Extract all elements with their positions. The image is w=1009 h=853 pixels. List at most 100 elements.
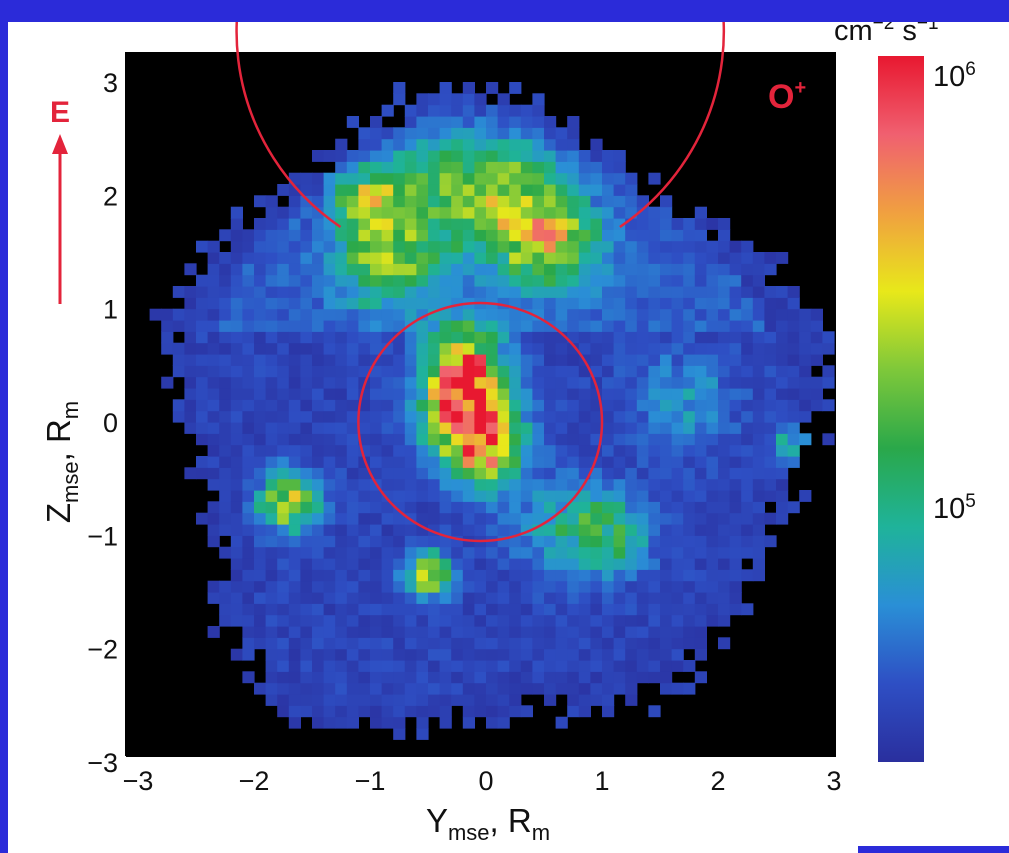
heatmap-cell	[660, 433, 673, 446]
heatmap-cell	[718, 320, 731, 332]
heatmap-cell	[323, 512, 336, 525]
heatmap-cell	[567, 694, 580, 706]
heatmap-cell	[520, 569, 533, 582]
heatmap-cell	[636, 524, 649, 536]
heatmap-cell	[404, 161, 417, 174]
heatmap-cell	[625, 172, 638, 185]
heatmap-cell	[648, 478, 661, 491]
heatmap-cell	[265, 512, 278, 525]
heatmap-cell	[590, 592, 603, 604]
heatmap-cell	[660, 422, 673, 434]
heatmap-cell	[312, 660, 325, 672]
heatmap-cell	[567, 512, 580, 525]
heatmap-cell	[810, 308, 823, 321]
heatmap-cell	[428, 660, 441, 672]
heatmap-cell	[219, 444, 232, 457]
heatmap-cell	[474, 229, 487, 242]
heatmap-cell	[358, 410, 371, 423]
heatmap-cell	[486, 320, 499, 332]
heatmap-cell	[335, 558, 348, 570]
heatmap-cell	[544, 569, 557, 582]
heatmap-cell	[323, 478, 336, 491]
heatmap-cell	[706, 388, 719, 400]
colorbar-unit-base2: s	[894, 22, 917, 47]
heatmap-cell	[277, 365, 290, 378]
heatmap-cell	[752, 512, 765, 525]
heatmap-cell	[207, 626, 220, 638]
heatmap-cell	[335, 331, 348, 344]
heatmap-cell	[486, 195, 499, 208]
heatmap-cell	[509, 444, 522, 457]
heatmap-cell	[335, 184, 348, 196]
heatmap-cell	[172, 399, 185, 412]
heatmap-cell	[590, 614, 603, 627]
heatmap-cell	[567, 252, 580, 264]
heatmap-cell	[300, 376, 313, 389]
heatmap-cell	[277, 648, 290, 661]
heatmap-cell	[265, 648, 278, 661]
heatmap-cell	[439, 705, 452, 718]
heatmap-cell	[370, 524, 383, 536]
heatmap-cell	[752, 501, 765, 514]
heatmap-cell	[625, 331, 638, 344]
heatmap-cell	[381, 671, 394, 684]
heatmap-cell	[567, 127, 580, 140]
heatmap-cell	[752, 535, 765, 548]
heatmap-cell	[416, 388, 429, 400]
heatmap-cell	[497, 218, 510, 230]
x-axis-title-sep: ,	[490, 802, 508, 839]
heatmap-cell	[486, 82, 499, 94]
heatmap-cell	[346, 240, 359, 253]
heatmap-cell	[451, 388, 464, 400]
heatmap-cell	[462, 229, 475, 242]
heatmap-cell	[451, 297, 464, 310]
heatmap-cell	[625, 195, 638, 208]
heatmap-cell	[474, 467, 487, 480]
heatmap-cell	[288, 705, 301, 718]
heatmap-cell	[370, 705, 383, 718]
heatmap-cell	[196, 286, 209, 298]
heatmap-cell	[497, 603, 510, 616]
heatmap-cell	[567, 116, 580, 128]
heatmap-cell	[474, 274, 487, 287]
heatmap-cell	[532, 660, 545, 672]
heatmap-cell	[404, 127, 417, 140]
heatmap-cell	[428, 195, 441, 208]
heatmap-cell	[567, 172, 580, 185]
heatmap-cell	[660, 626, 673, 638]
heatmap-cell	[451, 240, 464, 253]
heatmap-cell	[497, 535, 510, 548]
heatmap-cell	[486, 569, 499, 582]
heatmap-cell	[277, 694, 290, 706]
heatmap-cell	[428, 252, 441, 264]
heatmap-cell	[462, 252, 475, 264]
heatmap-cell	[474, 671, 487, 684]
heatmap-cell	[277, 297, 290, 310]
heatmap-cell	[404, 240, 417, 253]
heatmap-cell	[625, 558, 638, 570]
heatmap-cell	[520, 660, 533, 672]
heatmap-cell	[230, 524, 243, 536]
heatmap-cell	[381, 229, 394, 242]
heatmap-cell	[706, 614, 719, 627]
heatmap-cell	[254, 229, 267, 242]
heatmap-cell	[335, 444, 348, 457]
heatmap-cell	[706, 535, 719, 548]
heatmap-cell	[219, 433, 232, 446]
heatmap-cell	[625, 422, 638, 434]
heatmap-cell	[219, 274, 232, 287]
heatmap-cell	[520, 274, 533, 287]
heatmap-cell	[567, 365, 580, 378]
heatmap-cell	[741, 569, 754, 582]
heatmap-cell	[462, 320, 475, 332]
heatmap-cell	[660, 512, 673, 525]
heatmap-cell	[787, 354, 800, 366]
heatmap-cell	[393, 648, 406, 661]
heatmap-cell	[602, 365, 615, 378]
heatmap-cell	[741, 297, 754, 310]
heatmap-cell	[346, 501, 359, 514]
heatmap-cell	[288, 524, 301, 536]
heatmap-cell	[787, 365, 800, 378]
heatmap-cell	[393, 580, 406, 593]
heatmap-cell	[277, 388, 290, 400]
